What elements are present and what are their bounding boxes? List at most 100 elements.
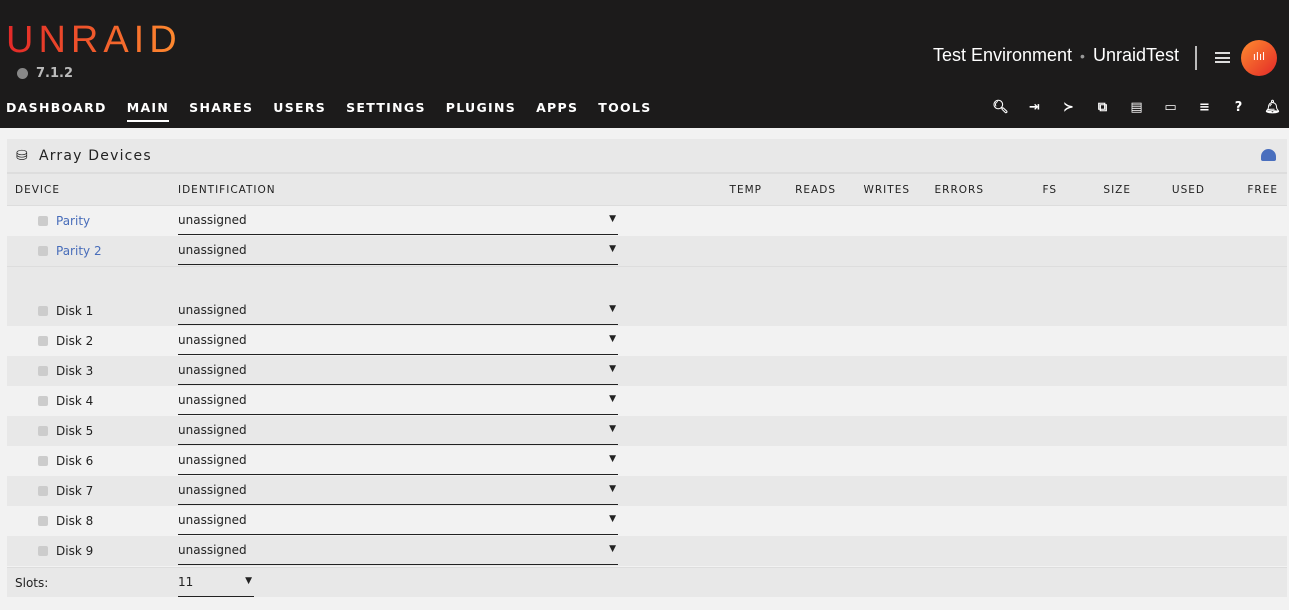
feedback-icon[interactable]: ▤ <box>1130 100 1143 115</box>
status-indicator <box>38 336 48 346</box>
column-reads: READS <box>795 184 836 196</box>
table-header: DEVICE IDENTIFICATION TEMP READS WRITES ERROR… <box>7 174 1287 206</box>
device-name: Disk 2 <box>56 334 94 348</box>
search-icon[interactable]: 🔍︎ <box>992 100 1009 115</box>
array-devices-panel: ⛁ Array Devices DEVICE IDENTIFICATION TEMP… <box>7 139 1287 597</box>
identification-select[interactable]: unassigned ▼ <box>178 303 618 325</box>
dropdown-arrow-icon: ▼ <box>609 394 616 404</box>
unraid-logo[interactable]: UNRAID <box>6 19 182 61</box>
identification-select[interactable]: unassigned ▼ <box>178 543 618 565</box>
status-indicator <box>38 306 48 316</box>
slots-select[interactable]: 11 ▼ <box>178 575 254 597</box>
status-indicator <box>38 396 48 406</box>
table-row: Parity 2 unassigned ▼ <box>7 236 1287 266</box>
column-identification: IDENTIFICATION <box>178 184 276 196</box>
dropdown-arrow-icon: ▼ <box>609 454 616 464</box>
device-name: Disk 6 <box>56 454 94 468</box>
device-name[interactable]: Parity 2 <box>56 244 102 258</box>
status-indicator <box>38 426 48 436</box>
column-temp: TEMP <box>729 184 762 196</box>
logout-icon[interactable]: ⇥ <box>1029 100 1040 115</box>
table-row: Disk 3 unassigned ▼ <box>7 356 1287 386</box>
display-icon[interactable]: ▭ <box>1164 100 1177 115</box>
dropdown-arrow-icon: ▼ <box>609 424 616 434</box>
column-free: FREE <box>1247 184 1278 196</box>
panel-title-bar: ⛁ Array Devices <box>7 139 1287 174</box>
status-indicator <box>38 366 48 376</box>
table-row: Disk 2 unassigned ▼ <box>7 326 1287 356</box>
bell-icon[interactable]: 🔔︎ <box>1264 100 1281 115</box>
nav-tools[interactable]: TOOLS <box>598 100 652 115</box>
table-row: Parity unassigned ▼ <box>7 206 1287 236</box>
status-indicator <box>38 456 48 466</box>
nav-shares[interactable]: SHARES <box>189 100 254 115</box>
column-size: SIZE <box>1103 184 1131 196</box>
header: UNRAID 7.1.2 DASHBOARD MAIN SHARES USERS SET… <box>0 0 1289 128</box>
dropdown-arrow-icon: ▼ <box>609 484 616 494</box>
column-device: DEVICE <box>15 184 60 196</box>
device-name: Disk 5 <box>56 424 94 438</box>
info-icon <box>17 68 28 79</box>
status-indicator <box>38 246 48 256</box>
table-row: Disk 5 unassigned ▼ <box>7 416 1287 446</box>
table-row: Disk 9 unassigned ▼ <box>7 536 1287 566</box>
status-indicator <box>38 546 48 556</box>
device-name[interactable]: Parity <box>56 214 91 228</box>
identification-select[interactable]: unassigned ▼ <box>178 333 618 355</box>
database-icon: ⛁ <box>16 147 29 164</box>
dropdown-arrow-icon: ▼ <box>609 514 616 524</box>
identification-select[interactable]: unassigned ▼ <box>178 513 618 535</box>
device-name: Disk 9 <box>56 544 94 558</box>
device-name: Disk 8 <box>56 514 94 528</box>
dropdown-arrow-icon: ▼ <box>245 576 252 586</box>
column-used: USED <box>1171 184 1205 196</box>
status-indicator <box>38 486 48 496</box>
column-writes: WRITES <box>863 184 910 196</box>
nav-apps[interactable]: APPS <box>536 100 579 115</box>
dropdown-arrow-icon: ▼ <box>609 334 616 344</box>
dropdown-arrow-icon: ▼ <box>609 304 616 314</box>
device-table: Parity unassigned ▼ Parity 2 unassigned ▼ Disk… <box>7 206 1287 566</box>
device-name: Disk 3 <box>56 364 94 378</box>
identification-select[interactable]: unassigned ▼ <box>178 393 618 415</box>
identification-select[interactable]: unassigned ▼ <box>178 363 618 385</box>
log-icon[interactable]: ≡ <box>1199 100 1210 115</box>
status-indicator <box>38 216 48 226</box>
table-row: Disk 7 unassigned ▼ <box>7 476 1287 506</box>
nav-main[interactable]: MAIN <box>126 100 170 122</box>
table-row: Disk 1 unassigned ▼ <box>7 296 1287 326</box>
device-name: Disk 4 <box>56 394 94 408</box>
dashboard-gauge-icon[interactable] <box>1261 149 1276 161</box>
nav-plugins[interactable]: PLUGINS <box>445 100 517 115</box>
version[interactable]: 7.1.2 <box>17 66 73 81</box>
dropdown-arrow-icon: ▼ <box>609 214 616 224</box>
table-row: Disk 4 unassigned ▼ <box>7 386 1287 416</box>
toolbar-icons: 🔍︎ ⇥ ≻ ⧉ ▤ ▭ ≡? 🔔︎ <box>992 100 1281 115</box>
main-nav: DASHBOARD MAIN SHARES USERS SETTINGS PLUGINS A… <box>6 100 652 122</box>
hamburger-menu-icon[interactable] <box>1215 52 1230 63</box>
dropdown-arrow-icon: ▼ <box>609 244 616 254</box>
identification-select[interactable]: unassigned ▼ <box>178 483 618 505</box>
terminal-icon[interactable]: ≻ <box>1063 100 1074 115</box>
help-icon[interactable]: ? <box>1234 100 1243 115</box>
device-name: Disk 7 <box>56 484 94 498</box>
slots-row: Slots: 11 ▼ <box>7 567 1287 597</box>
nav-users[interactable]: USERS <box>273 100 327 115</box>
dropdown-arrow-icon: ▼ <box>609 364 616 374</box>
nav-dashboard[interactable]: DASHBOARD <box>6 100 107 115</box>
identification-select[interactable]: unassigned ▼ <box>178 453 618 475</box>
avatar[interactable]: ılıl <box>1241 40 1277 76</box>
spacer-row <box>7 266 1287 296</box>
identification-select[interactable]: unassigned ▼ <box>178 213 618 235</box>
server-info: Test Environment • UnraidTest <box>932 45 1179 65</box>
copy-icon[interactable]: ⧉ <box>1097 100 1108 115</box>
panel-title: Array Devices <box>38 147 152 164</box>
identification-select[interactable]: unassigned ▼ <box>178 423 618 445</box>
column-fs: FS <box>1042 184 1057 196</box>
table-row: Disk 6 unassigned ▼ <box>7 446 1287 476</box>
identification-select[interactable]: unassigned ▼ <box>178 243 618 265</box>
nav-settings[interactable]: SETTINGS <box>346 100 426 115</box>
device-name: Disk 1 <box>56 304 94 318</box>
status-indicator <box>38 516 48 526</box>
divider <box>1195 46 1197 70</box>
